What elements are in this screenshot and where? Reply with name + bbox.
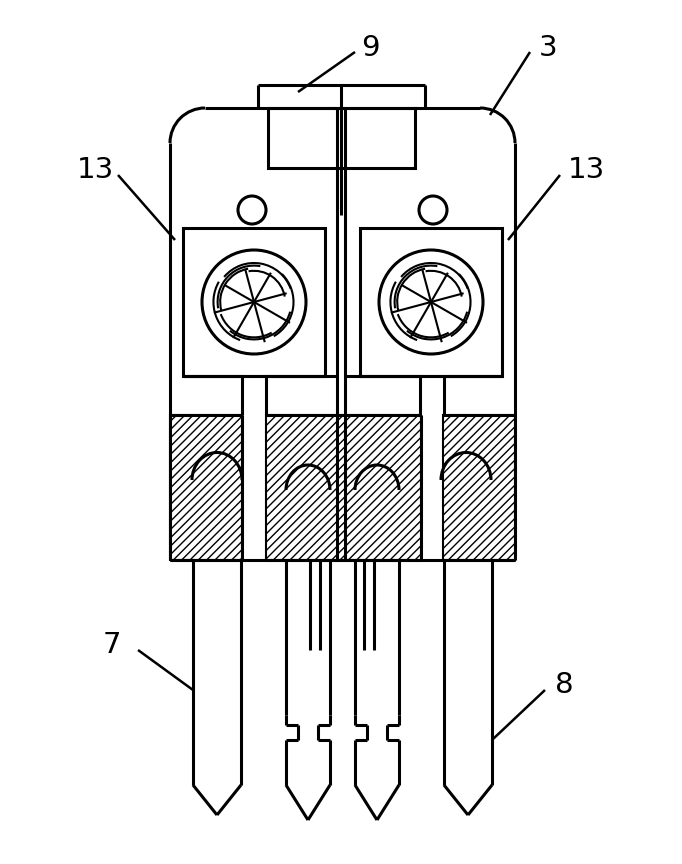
Bar <box>443 415 515 560</box>
Text: 3: 3 <box>539 34 557 62</box>
Bar <box>170 415 242 560</box>
Circle shape <box>202 250 306 354</box>
Text: 8: 8 <box>554 671 574 699</box>
Text: 13: 13 <box>76 156 114 184</box>
Bar <box>266 415 421 560</box>
Text: 9: 9 <box>361 34 379 62</box>
Circle shape <box>238 196 266 224</box>
Circle shape <box>379 250 483 354</box>
Bar <box>268 108 415 168</box>
Text: 13: 13 <box>567 156 605 184</box>
Bar <box>183 228 325 376</box>
Circle shape <box>419 196 447 224</box>
Text: 7: 7 <box>103 631 121 659</box>
Bar <box>360 228 502 376</box>
